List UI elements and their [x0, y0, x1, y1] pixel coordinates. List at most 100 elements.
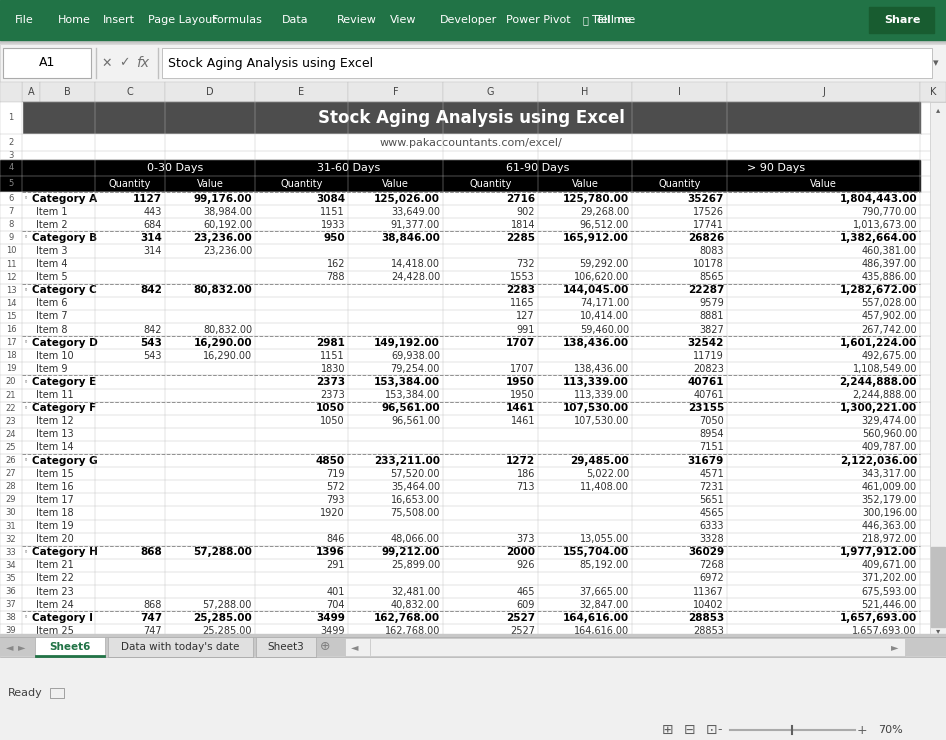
- Text: Stock Aging Analysis using Excel: Stock Aging Analysis using Excel: [318, 109, 624, 127]
- Text: 5: 5: [9, 180, 13, 189]
- Bar: [0, 598, 920, 611]
- Text: Category D: Category D: [32, 337, 97, 348]
- Text: Item 11: Item 11: [36, 390, 74, 400]
- Text: 373: 373: [517, 534, 535, 544]
- Text: 26826: 26826: [688, 233, 724, 243]
- Text: 35,464.00: 35,464.00: [391, 482, 440, 492]
- Text: 352,179.00: 352,179.00: [862, 495, 917, 505]
- Text: ◦: ◦: [24, 406, 28, 411]
- Text: 8954: 8954: [699, 429, 724, 440]
- Text: ◦: ◦: [24, 615, 28, 621]
- Text: 7231: 7231: [699, 482, 724, 492]
- Text: 732: 732: [517, 259, 535, 269]
- Bar: [930, 102, 946, 637]
- Text: B: B: [64, 87, 71, 97]
- Text: J: J: [822, 87, 825, 97]
- Text: 572: 572: [326, 482, 345, 492]
- Text: Category E: Category E: [32, 377, 96, 387]
- Bar: [162, 48, 932, 78]
- Text: 8565: 8565: [699, 272, 724, 282]
- Bar: [632, 82, 727, 102]
- Text: 314: 314: [140, 233, 162, 243]
- Text: 1830: 1830: [321, 364, 345, 374]
- Text: 23,236.00: 23,236.00: [193, 233, 252, 243]
- Text: 39: 39: [6, 626, 16, 636]
- Bar: [0, 480, 920, 494]
- Text: Data: Data: [282, 15, 308, 25]
- Text: 23: 23: [6, 417, 16, 425]
- Text: 40761: 40761: [688, 377, 724, 387]
- Text: 186: 186: [517, 468, 535, 479]
- Bar: [0, 519, 920, 533]
- Bar: [0, 218, 920, 232]
- Text: 1: 1: [9, 113, 13, 123]
- Text: 22287: 22287: [688, 285, 724, 295]
- Text: 2000: 2000: [506, 548, 535, 557]
- Text: Quantity: Quantity: [469, 179, 512, 189]
- Text: 713: 713: [517, 482, 535, 492]
- Text: 164,616.00: 164,616.00: [574, 626, 629, 636]
- Text: 16: 16: [6, 325, 16, 334]
- Text: 675,593.00: 675,593.00: [862, 587, 917, 596]
- Text: 25,285.00: 25,285.00: [202, 626, 252, 636]
- Bar: [0, 414, 920, 428]
- Text: 11367: 11367: [693, 587, 724, 596]
- Text: 91,377.00: 91,377.00: [391, 220, 440, 229]
- Bar: [0, 82, 22, 102]
- Text: Item 19: Item 19: [36, 521, 74, 531]
- Text: 28: 28: [6, 482, 16, 491]
- Text: ▾: ▾: [933, 58, 938, 68]
- Text: 33,649.00: 33,649.00: [391, 206, 440, 217]
- Text: 96,512.00: 96,512.00: [580, 220, 629, 229]
- Text: Item 24: Item 24: [36, 599, 74, 610]
- Text: 218,972.00: 218,972.00: [862, 534, 917, 544]
- Text: 1396: 1396: [316, 548, 345, 557]
- Text: K: K: [930, 87, 937, 97]
- Text: ◦: ◦: [24, 549, 28, 555]
- Text: 59,292.00: 59,292.00: [580, 259, 629, 269]
- Text: 48,066.00: 48,066.00: [391, 534, 440, 544]
- Text: 560,960.00: 560,960.00: [862, 429, 917, 440]
- Text: 991: 991: [517, 325, 535, 334]
- Bar: [50, 687, 64, 698]
- Text: 1814: 1814: [511, 220, 535, 229]
- Text: 22: 22: [6, 403, 16, 413]
- Text: 149,192.00: 149,192.00: [374, 337, 440, 348]
- Text: C: C: [127, 87, 133, 97]
- Text: 125,026.00: 125,026.00: [374, 194, 440, 204]
- Bar: [0, 102, 22, 134]
- Text: Value: Value: [197, 179, 223, 189]
- Text: 4565: 4565: [699, 508, 724, 518]
- Text: Value: Value: [382, 179, 409, 189]
- Bar: [3, 48, 91, 78]
- Text: 543: 543: [144, 351, 162, 361]
- Text: 846: 846: [326, 534, 345, 544]
- Text: 125,780.00: 125,780.00: [563, 194, 629, 204]
- Text: ⊞: ⊞: [662, 723, 674, 737]
- Text: 99,212.00: 99,212.00: [381, 548, 440, 557]
- Text: 3499: 3499: [316, 613, 345, 623]
- Bar: [0, 271, 920, 283]
- Text: ◦: ◦: [24, 235, 28, 241]
- Text: Quantity: Quantity: [280, 179, 323, 189]
- Text: 233,211.00: 233,211.00: [374, 456, 440, 465]
- Text: 492,675.00: 492,675.00: [862, 351, 917, 361]
- Text: 267,742.00: 267,742.00: [862, 325, 917, 334]
- Text: G: G: [487, 87, 494, 97]
- Text: 950: 950: [324, 233, 345, 243]
- Text: 3827: 3827: [699, 325, 724, 334]
- Text: 80,832.00: 80,832.00: [193, 285, 252, 295]
- Text: 300,196.00: 300,196.00: [862, 508, 917, 518]
- Bar: [22, 102, 920, 134]
- Text: 74,171.00: 74,171.00: [580, 298, 629, 309]
- Text: 704: 704: [326, 599, 345, 610]
- Text: 1,601,224.00: 1,601,224.00: [840, 337, 917, 348]
- Bar: [0, 585, 920, 598]
- Text: 12: 12: [6, 272, 16, 282]
- Text: ✕: ✕: [102, 56, 113, 70]
- Text: 1950: 1950: [506, 377, 535, 387]
- Text: 70%: 70%: [878, 725, 902, 735]
- Text: 153,384.00: 153,384.00: [385, 390, 440, 400]
- Text: E: E: [298, 87, 305, 97]
- Bar: [22, 102, 930, 637]
